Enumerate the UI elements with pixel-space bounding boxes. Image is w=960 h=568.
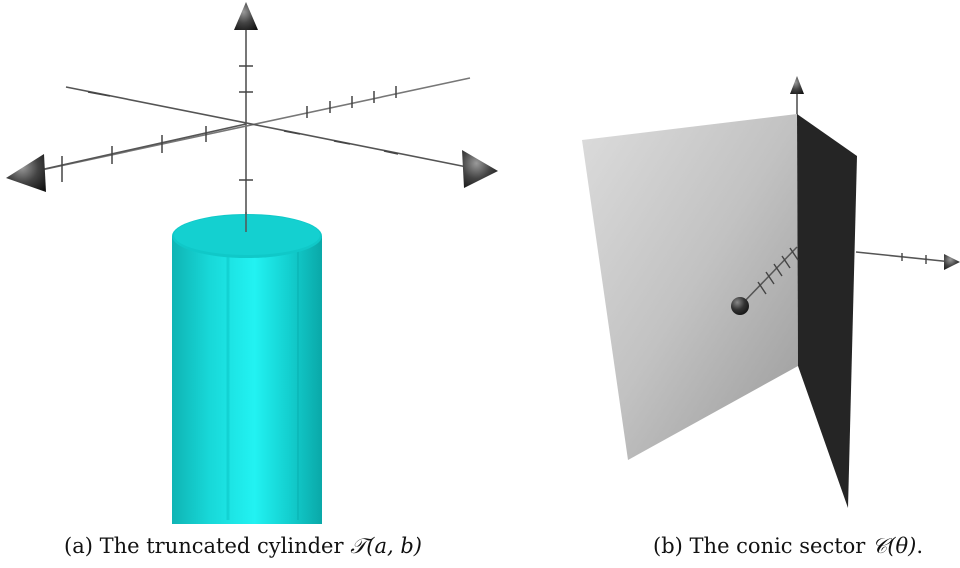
z-arrowhead-b (790, 76, 804, 94)
y-axis-a (65, 86, 473, 169)
x-axis-a (39, 123, 247, 171)
subfigure-a-image (6, 2, 498, 524)
subfigure-b-image (582, 76, 960, 508)
caption-a-symbol: 𝒯 (350, 534, 367, 558)
z-arrowhead-a (234, 2, 258, 30)
caption-b-label: (b) (653, 534, 683, 558)
axes-a (31, 30, 473, 232)
caption-b-text: The conic sector (689, 534, 866, 558)
caption-a-label: (a) (64, 534, 93, 558)
caption-a-args: (a, b) (366, 534, 422, 558)
y-axis-b (731, 246, 799, 315)
origin-ball (731, 297, 749, 315)
y-arrowhead-a (462, 150, 498, 188)
dark-plane (797, 114, 857, 508)
caption-b-symbol: 𝒞 (872, 534, 888, 558)
caption-b: (b) The conic sector 𝒞(θ). (653, 532, 923, 560)
caption-a: (a) The truncated cylinder 𝒯(a, b) (64, 532, 422, 560)
x-axis-b (855, 251, 960, 270)
x-axis-back-a (31, 77, 471, 173)
cylinder (172, 212, 322, 524)
caption-b-args: (θ) (887, 534, 917, 558)
caption-a-text: The truncated cylinder (99, 534, 344, 558)
x-arrowhead-a (6, 154, 46, 192)
caption-b-end: . (916, 534, 924, 558)
tick-marks-a (61, 65, 399, 182)
light-plane (582, 114, 798, 460)
